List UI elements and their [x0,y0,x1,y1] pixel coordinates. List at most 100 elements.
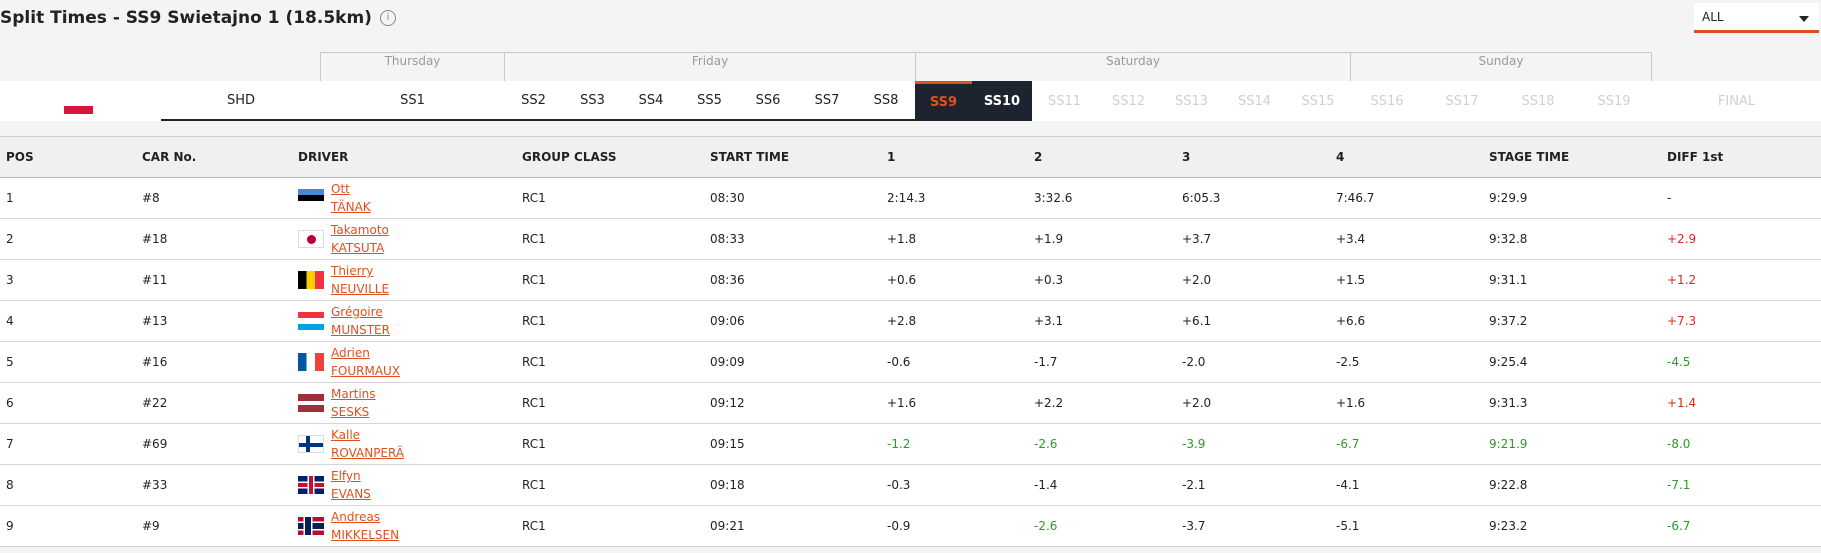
driver-last-name-link[interactable]: MUNSTER [331,323,390,337]
driver-last-name-link[interactable]: NEUVILLE [331,282,390,296]
diff-cell: +7.3 [1661,300,1821,342]
driver-first-name-link[interactable]: Ott [331,182,350,196]
table-row: 1 #8 Ott TÄNAK RC1 08:30 2:14.3 3:32.6 6:05.3 7:4… [0,177,1821,219]
column-header-class[interactable]: GROUP CLASS [516,136,704,178]
column-header-split-3[interactable]: 3 [1176,136,1330,178]
pos-cell: 5 [0,341,136,383]
stage-time-cell: 9:22.8 [1483,464,1661,506]
driver-first-name-link[interactable]: Adrien [331,346,370,360]
tab-final[interactable]: FINAL [1717,93,1756,109]
split-time-cell: +1.9 [1028,218,1176,260]
country-flag-icon [298,517,324,535]
day-label-saturday: Saturday [1105,54,1161,68]
tab-ss1[interactable]: SS1 [321,81,504,121]
tab-ss3[interactable]: SS3 [563,81,622,121]
split-time-cell: -2.0 [1176,341,1330,383]
tab-ss16[interactable]: SS16 [1370,93,1404,109]
split-time-cell: -3.7 [1176,505,1330,547]
pos-cell: 3 [0,259,136,301]
country-flag-icon [298,230,324,248]
driver-first-name-link[interactable]: Martins [331,387,376,401]
column-header-stage-time[interactable]: STAGE TIME [1483,136,1661,178]
split-time-cell: 2:14.3 [881,177,1028,219]
split-time-cell: +1.5 [1330,259,1483,301]
group-class-cell: RC1 [516,218,704,260]
start-time-cell: 08:33 [704,218,881,260]
driver-last-name-link[interactable]: MIKKELSEN [331,528,400,542]
driver-cell: Andreas MIKKELSEN [292,505,516,547]
country-flag-icon [298,394,324,412]
filter-select[interactable]: ALL [1694,3,1819,33]
start-time-cell: 09:12 [704,382,881,424]
split-time-cell: +2.0 [1176,382,1330,424]
pos-cell: 1 [0,177,136,219]
column-header-split-1[interactable]: 1 [881,136,1028,178]
driver-last-name-link[interactable]: FOURMAUX [331,364,401,378]
tab-ss17[interactable]: SS17 [1445,93,1479,109]
column-header-pos[interactable]: POS [0,136,136,178]
stage-time-cell: 9:31.1 [1483,259,1661,301]
tab-ss5[interactable]: SS5 [680,81,739,121]
tab-ss4[interactable]: SS4 [622,81,680,121]
tab-ss6[interactable]: SS6 [739,81,797,121]
driver-first-name-link[interactable]: Takamoto [331,223,389,237]
tab-ss9[interactable]: SS9 [915,81,972,121]
group-class-cell: RC1 [516,341,704,383]
tab-ss12[interactable]: SS12 [1111,93,1146,109]
tab-ss10[interactable]: SS10 [972,81,1032,121]
tab-ss8[interactable]: SS8 [857,81,915,121]
driver-first-name-link[interactable]: Thierry [331,264,374,278]
driver-first-name-link[interactable]: Elfyn [331,469,361,483]
split-time-cell: 6:05.3 [1176,177,1330,219]
column-header-split-4[interactable]: 4 [1330,136,1483,178]
tab-ss18[interactable]: SS18 [1521,93,1555,109]
column-header-split-2[interactable]: 2 [1028,136,1176,178]
table-row: 6 #22 Martins SESKS RC1 09:12 +1.6 +2.2 +2.0 +1.6… [0,382,1821,424]
group-class-cell: RC1 [516,505,704,547]
driver-last-name-link[interactable]: TÄNAK [331,200,371,214]
tab-shd[interactable]: SHD [161,81,321,121]
split-time-cell: +1.6 [881,382,1028,424]
country-flag-icon [298,353,324,371]
tab-ss19[interactable]: SS19 [1597,93,1631,109]
tab-ss14[interactable]: SS14 [1237,93,1272,109]
pos-cell: 2 [0,218,136,260]
column-header-start[interactable]: START TIME [704,136,881,178]
tab-ss13[interactable]: SS13 [1174,93,1209,109]
start-time-cell: 09:06 [704,300,881,342]
column-header-diff[interactable]: DIFF 1st [1661,136,1821,178]
driver-last-name-link[interactable]: ROVANPERÄ [331,446,405,460]
driver-last-name-link[interactable]: SESKS [331,405,370,419]
diff-cell: -7.1 [1661,464,1821,506]
stage-time-cell: 9:23.2 [1483,505,1661,547]
split-time-cell: +6.6 [1330,300,1483,342]
diff-cell: +1.4 [1661,382,1821,424]
driver-first-name-link[interactable]: Andreas [331,510,381,524]
driver-last-name-link[interactable]: EVANS [331,487,371,501]
split-time-cell: -0.3 [881,464,1028,506]
start-time-cell: 09:21 [704,505,881,547]
pos-cell: 8 [0,464,136,506]
column-header-car[interactable]: CAR No. [136,136,292,178]
table-row: 7 #69 Kalle ROVANPERÄ RC1 09:15 -1.2 -2.6 -3.9 -6… [0,423,1821,465]
split-time-cell: 3:32.6 [1028,177,1176,219]
car-number-cell: #22 [136,382,292,424]
split-time-cell: -2.6 [1028,505,1176,547]
tab-ss2[interactable]: SS2 [504,81,563,121]
car-number-cell: #8 [136,177,292,219]
driver-last-name-link[interactable]: KATSUTA [331,241,385,255]
tab-ss15[interactable]: SS15 [1301,93,1335,109]
table-header-row: POS CAR No. DRIVER GROUP CLASS START TIM… [0,136,1821,178]
tab-ss7[interactable]: SS7 [797,81,857,121]
split-time-cell: +0.6 [881,259,1028,301]
driver-first-name-link[interactable]: Kalle [331,428,361,442]
driver-first-name-link[interactable]: Grégoire [331,305,383,319]
table-row: 5 #16 Adrien FOURMAUX RC1 09:09 -0.6 -1.7 -2.0 -2… [0,341,1821,383]
diff-cell: +2.9 [1661,218,1821,260]
title-bar: Split Times - SS9 Swietajno 1 (18.5km) i [0,0,396,36]
split-time-cell: -2.5 [1330,341,1483,383]
info-icon[interactable]: i [379,10,396,26]
group-class-cell: RC1 [516,177,704,219]
column-header-driver[interactable]: DRIVER [292,136,516,178]
tab-ss11[interactable]: SS11 [1047,93,1082,109]
